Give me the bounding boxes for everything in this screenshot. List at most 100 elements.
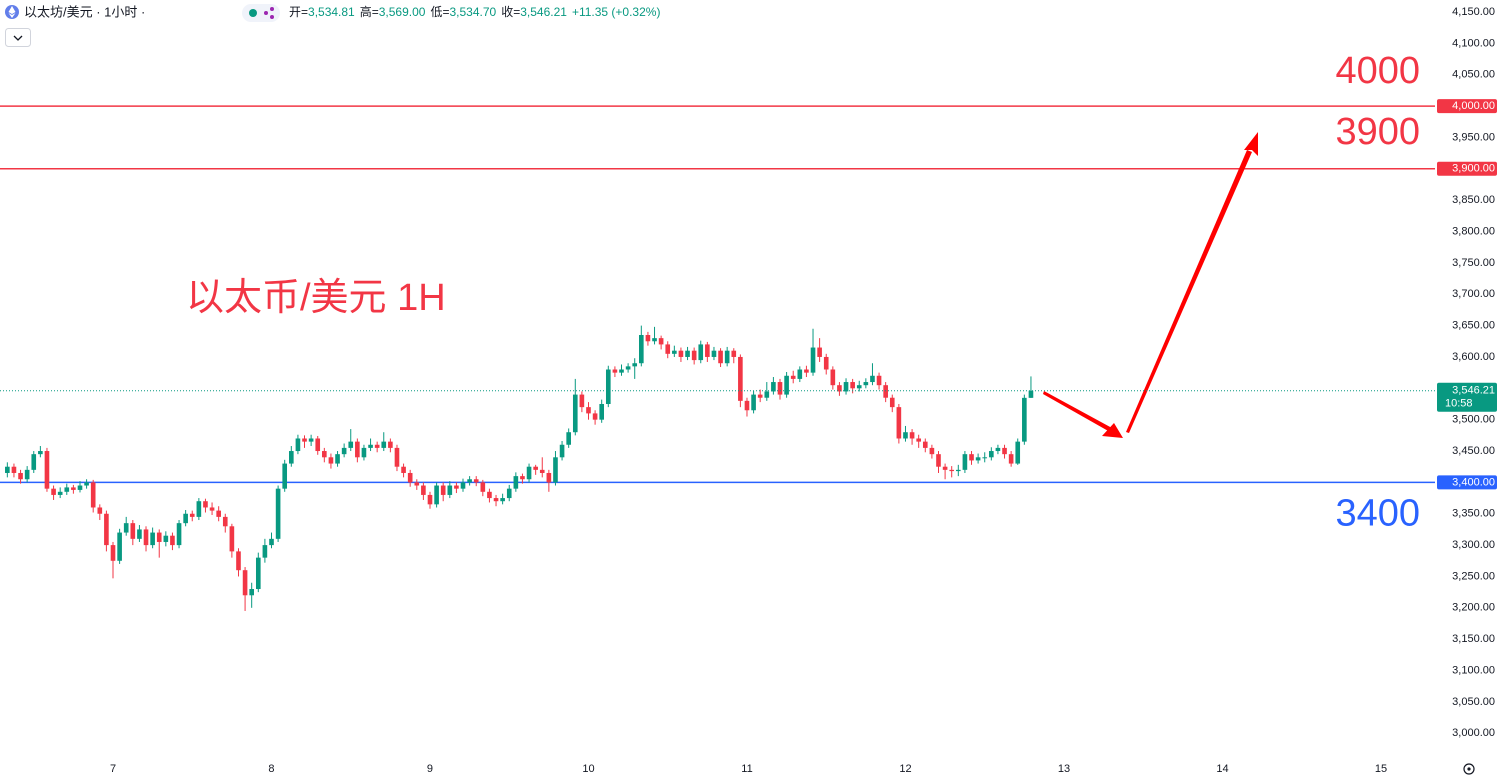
x-tick-label: 15 [1375,763,1387,775]
last-price-badge [1437,382,1497,412]
ohlc-values: 开= 3,534.81 高= 3,569.00 低= 3,534.70 收= 3,546.21… [289,4,660,19]
y-tick-label: 3,800.00 [1452,225,1495,237]
y-tick-label: 3,150.00 [1452,633,1495,645]
candle-body [579,394,585,408]
candle-body [929,447,935,455]
candle-body [764,391,770,398]
candle-body [163,535,169,542]
candle-body [427,494,433,505]
ohlc-value: 3,534.81 [308,5,355,19]
candle-body [315,438,321,452]
candle-body [394,447,400,467]
candle-body [480,482,486,492]
share-icon [264,7,274,19]
candle-body [916,438,921,442]
level-badge-label: 3,400.00 [1452,476,1495,488]
candle-body [150,532,155,546]
candle-body [117,532,122,561]
status-pill[interactable] [242,4,280,22]
candle-body [546,472,552,483]
candle-body [434,485,439,505]
candle-body [718,350,723,364]
candle-body [903,432,908,439]
candle-body [275,488,281,539]
candle-body [90,482,96,508]
candle-body [539,469,545,473]
y-tick-label: 4,150.00 [1452,6,1495,18]
candle-body [506,488,512,499]
ohlc-value: 3,546.21 [520,5,567,19]
candle-body [5,466,10,473]
candle-body [896,407,902,439]
arrow-down-shaft [1043,391,1112,432]
candle-body [559,444,565,458]
candle-body [64,487,70,492]
candle-body [744,400,750,411]
price-axis: 3,000.00 3,050.00 3,100.00 3,150.00 3,200.00… [0,6,1497,739]
ohlc-value: 3,534.70 [449,5,496,19]
ohlc-key: 低= [430,5,449,19]
candle-body [467,479,472,483]
y-tick-label: 3,950.00 [1452,131,1495,143]
candle-body [863,382,869,386]
candle-body [196,501,202,517]
candle-body [322,451,327,458]
candle-body [341,447,347,455]
candle-body [638,335,644,364]
candle-body [84,482,89,486]
candle-body [955,469,961,472]
candle-body [513,476,519,489]
x-tick-label: 11 [741,763,752,775]
candle-body [38,451,43,455]
candle-body [388,441,393,448]
candle-body [1015,441,1021,464]
y-tick-label: 3,600.00 [1452,351,1495,363]
countdown: 10:58 [1445,398,1473,410]
candle-body [328,457,334,464]
candle-body [57,491,63,495]
candle-body [553,457,558,483]
candle-body [962,454,968,470]
y-tick-label: 3,650.00 [1452,320,1495,332]
candle-body [421,485,426,495]
candle-body [843,382,849,392]
candle-body [592,413,598,420]
candle-body [942,466,948,470]
y-tick-label: 3,050.00 [1452,696,1495,708]
level-label: 3400 [1335,492,1420,534]
candle-body [856,385,862,389]
candle-body [236,551,241,571]
y-tick-label: 3,200.00 [1452,602,1495,614]
candle-body [71,487,76,490]
candle-body [295,438,301,452]
chevron [13,35,23,41]
candle-body [407,472,413,483]
candle-body [711,350,717,357]
candle-body [837,385,842,392]
x-tick-label: 12 [899,763,911,775]
candle-body [804,369,809,373]
candle-body [176,523,182,546]
candle-body [922,441,928,448]
levels: 4000 4,000.00 3900 3,900.00 3400 3,400.00 [0,50,1497,534]
collapse-button[interactable] [5,28,31,47]
forecast-arrows [1043,132,1258,438]
candle-body [797,369,803,379]
candle-body [526,466,532,480]
candle-body [949,469,955,472]
candle-body [348,441,354,448]
y-tick-label: 3,000.00 [1452,727,1495,739]
ohlc-key: 收= [501,5,520,19]
level-badge [1437,161,1497,176]
candle-body [777,382,783,395]
y-tick-label: 3,700.00 [1452,288,1495,300]
candle-body [216,510,221,517]
candles [5,325,1034,611]
y-tick-label: 3,500.00 [1452,414,1495,426]
settings-icon[interactable] [1463,763,1475,775]
x-tick-label: 13 [1058,763,1070,775]
candle-body [751,394,756,411]
candle-body [500,498,505,502]
arrow-up-head [1244,132,1258,156]
